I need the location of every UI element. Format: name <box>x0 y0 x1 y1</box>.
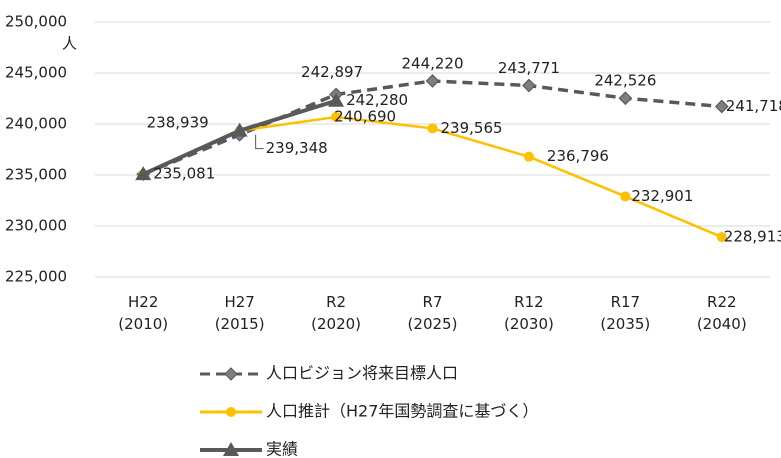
data-label: 228,913 <box>724 228 781 246</box>
x-tick-label: R7 (2025) <box>408 293 458 333</box>
legend-label: 人口ビジョン将来目標人口 <box>266 364 458 383</box>
data-label: 244,220 <box>401 54 463 72</box>
y-tick-label: 230,000 <box>5 217 67 235</box>
marker <box>714 99 729 114</box>
x-tick-line: (2010) <box>118 315 168 333</box>
marker <box>328 92 345 107</box>
x-tick-line: (2025) <box>408 315 458 333</box>
data-label: 239,348 <box>266 139 328 157</box>
data-label: 242,897 <box>301 63 363 81</box>
x-tick-line: (2020) <box>311 315 361 333</box>
legend-label: 人口推計（H27年国勢調査に基づく） <box>266 402 538 421</box>
x-tick-line: R22 <box>707 293 737 311</box>
x-tick-label: R2 (2020) <box>311 293 361 333</box>
x-tick-line: H22 <box>128 293 158 311</box>
x-tick-label: H27 (2015) <box>215 293 265 333</box>
x-tick-label: H22 (2010) <box>118 293 168 333</box>
data-label: 241,718 <box>726 97 781 115</box>
y-tick-label: 235,000 <box>5 166 67 184</box>
y-tick-label: 245,000 <box>5 64 67 82</box>
y-tick-label: 250,000 <box>5 13 67 31</box>
y-tick-label: 240,000 <box>5 115 67 133</box>
x-tick-line: (2015) <box>215 315 265 333</box>
legend-item: 人口ビジョン将来目標人口 <box>200 364 458 383</box>
legend-item: 人口推計（H27年国勢調査に基づく） <box>200 402 538 421</box>
marker <box>618 91 633 106</box>
marker <box>716 232 727 243</box>
data-label: 239,565 <box>441 119 503 137</box>
x-tick-label: R12 (2030) <box>504 293 554 333</box>
data-label: 238,939 <box>147 113 209 131</box>
legend-marker <box>223 442 239 456</box>
x-tick-line: R7 <box>423 293 443 311</box>
x-tick-line: R17 <box>611 293 641 311</box>
marker <box>425 74 440 88</box>
data-label: 235,081 <box>153 165 215 183</box>
data-label: 240,690 <box>334 107 396 125</box>
marker <box>231 122 248 137</box>
legend-marker <box>226 407 236 417</box>
x-tick-line: (2035) <box>600 315 650 333</box>
marker <box>427 123 438 134</box>
y-tick-label: 225,000 <box>5 268 67 286</box>
marker <box>523 151 534 162</box>
marker <box>331 111 342 122</box>
x-tick-line: R12 <box>514 293 544 311</box>
legend-item: 実績 <box>200 440 298 458</box>
data-label: 243,771 <box>498 59 560 77</box>
marker <box>620 191 631 202</box>
data-label: 242,280 <box>346 91 408 109</box>
unit-label: 人 <box>62 35 77 53</box>
marker <box>135 166 152 181</box>
x-tick-label: R17 (2035) <box>600 293 650 333</box>
legend-marker <box>224 367 238 381</box>
data-label: 236,796 <box>547 147 609 165</box>
data-label: 242,526 <box>594 72 656 90</box>
x-tick-line: (2040) <box>697 315 747 333</box>
leader-line <box>255 134 264 150</box>
x-tick-line: (2030) <box>504 315 554 333</box>
marker <box>522 78 536 93</box>
x-tick-line: R2 <box>326 293 346 311</box>
legend-label: 実績 <box>266 440 298 458</box>
x-tick-line: H27 <box>224 293 254 311</box>
data-label: 232,901 <box>631 187 693 205</box>
x-tick-label: R22 (2040) <box>697 293 747 333</box>
